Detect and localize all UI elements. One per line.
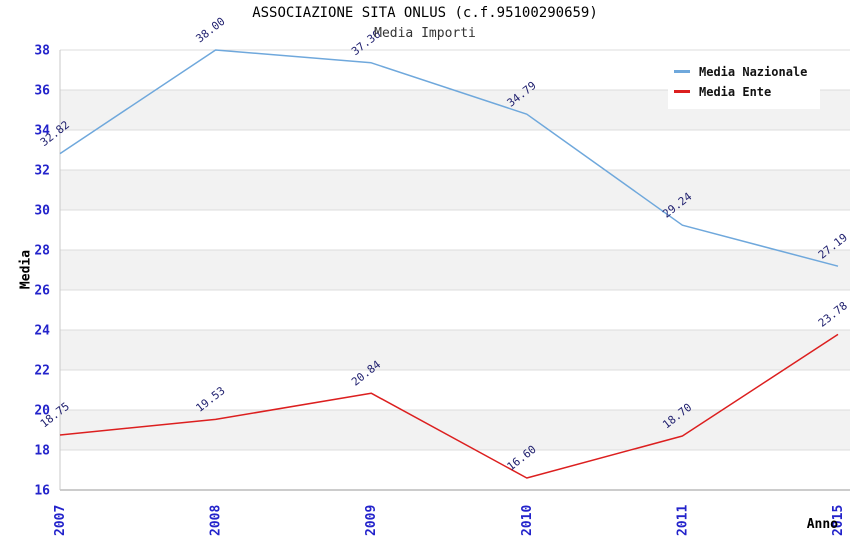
legend-label: Media Ente bbox=[699, 84, 772, 99]
y-tick-label: 36 bbox=[34, 84, 50, 99]
x-tick-label: 2008 bbox=[209, 505, 224, 536]
legend-line-swatch bbox=[674, 70, 690, 73]
legend-item-media-ente: Media Ente bbox=[674, 83, 814, 100]
y-tick-label: 34 bbox=[34, 124, 50, 139]
y-tick-label: 26 bbox=[34, 284, 50, 299]
y-tick-label: 28 bbox=[34, 244, 50, 259]
x-axis-title: Anno bbox=[806, 517, 838, 532]
y-tick-label: 20 bbox=[34, 404, 50, 419]
series-line-media-nazionale bbox=[59, 49, 839, 267]
grid-band bbox=[60, 170, 850, 210]
chart-subtitle: Media Importi bbox=[374, 26, 476, 41]
y-tick-label: 38 bbox=[34, 44, 50, 59]
point-label: 23.78 bbox=[816, 299, 850, 330]
y-tick-label: 22 bbox=[34, 364, 50, 379]
legend-line-swatch bbox=[674, 90, 690, 93]
y-tick-label: 16 bbox=[34, 484, 50, 499]
x-tick-label: 2011 bbox=[675, 505, 690, 536]
legend-label: Media Nazionale bbox=[699, 64, 808, 79]
y-tick-label: 24 bbox=[34, 324, 50, 339]
x-tick-label: 2015 bbox=[831, 505, 846, 536]
y-axis-title: Media bbox=[18, 249, 34, 290]
y-tick-label: 32 bbox=[34, 164, 50, 179]
x-tick-label: 2009 bbox=[364, 505, 379, 536]
chart-title: ASSOCIAZIONE SITA ONLUS (c.f.95100290659… bbox=[252, 5, 598, 21]
y-tick-label: 30 bbox=[34, 204, 50, 219]
y-tick-label: 18 bbox=[34, 444, 50, 459]
x-tick-label: 2007 bbox=[53, 505, 68, 536]
grid-band bbox=[60, 330, 850, 370]
grid-band bbox=[60, 250, 850, 290]
x-tick-label: 2010 bbox=[520, 505, 535, 536]
legend-box: Media Nazionale Media Ente bbox=[668, 56, 820, 109]
legend-item-media-nazionale: Media Nazionale bbox=[674, 63, 814, 80]
grid-band bbox=[60, 410, 850, 450]
series-line-media-ente bbox=[59, 333, 839, 479]
